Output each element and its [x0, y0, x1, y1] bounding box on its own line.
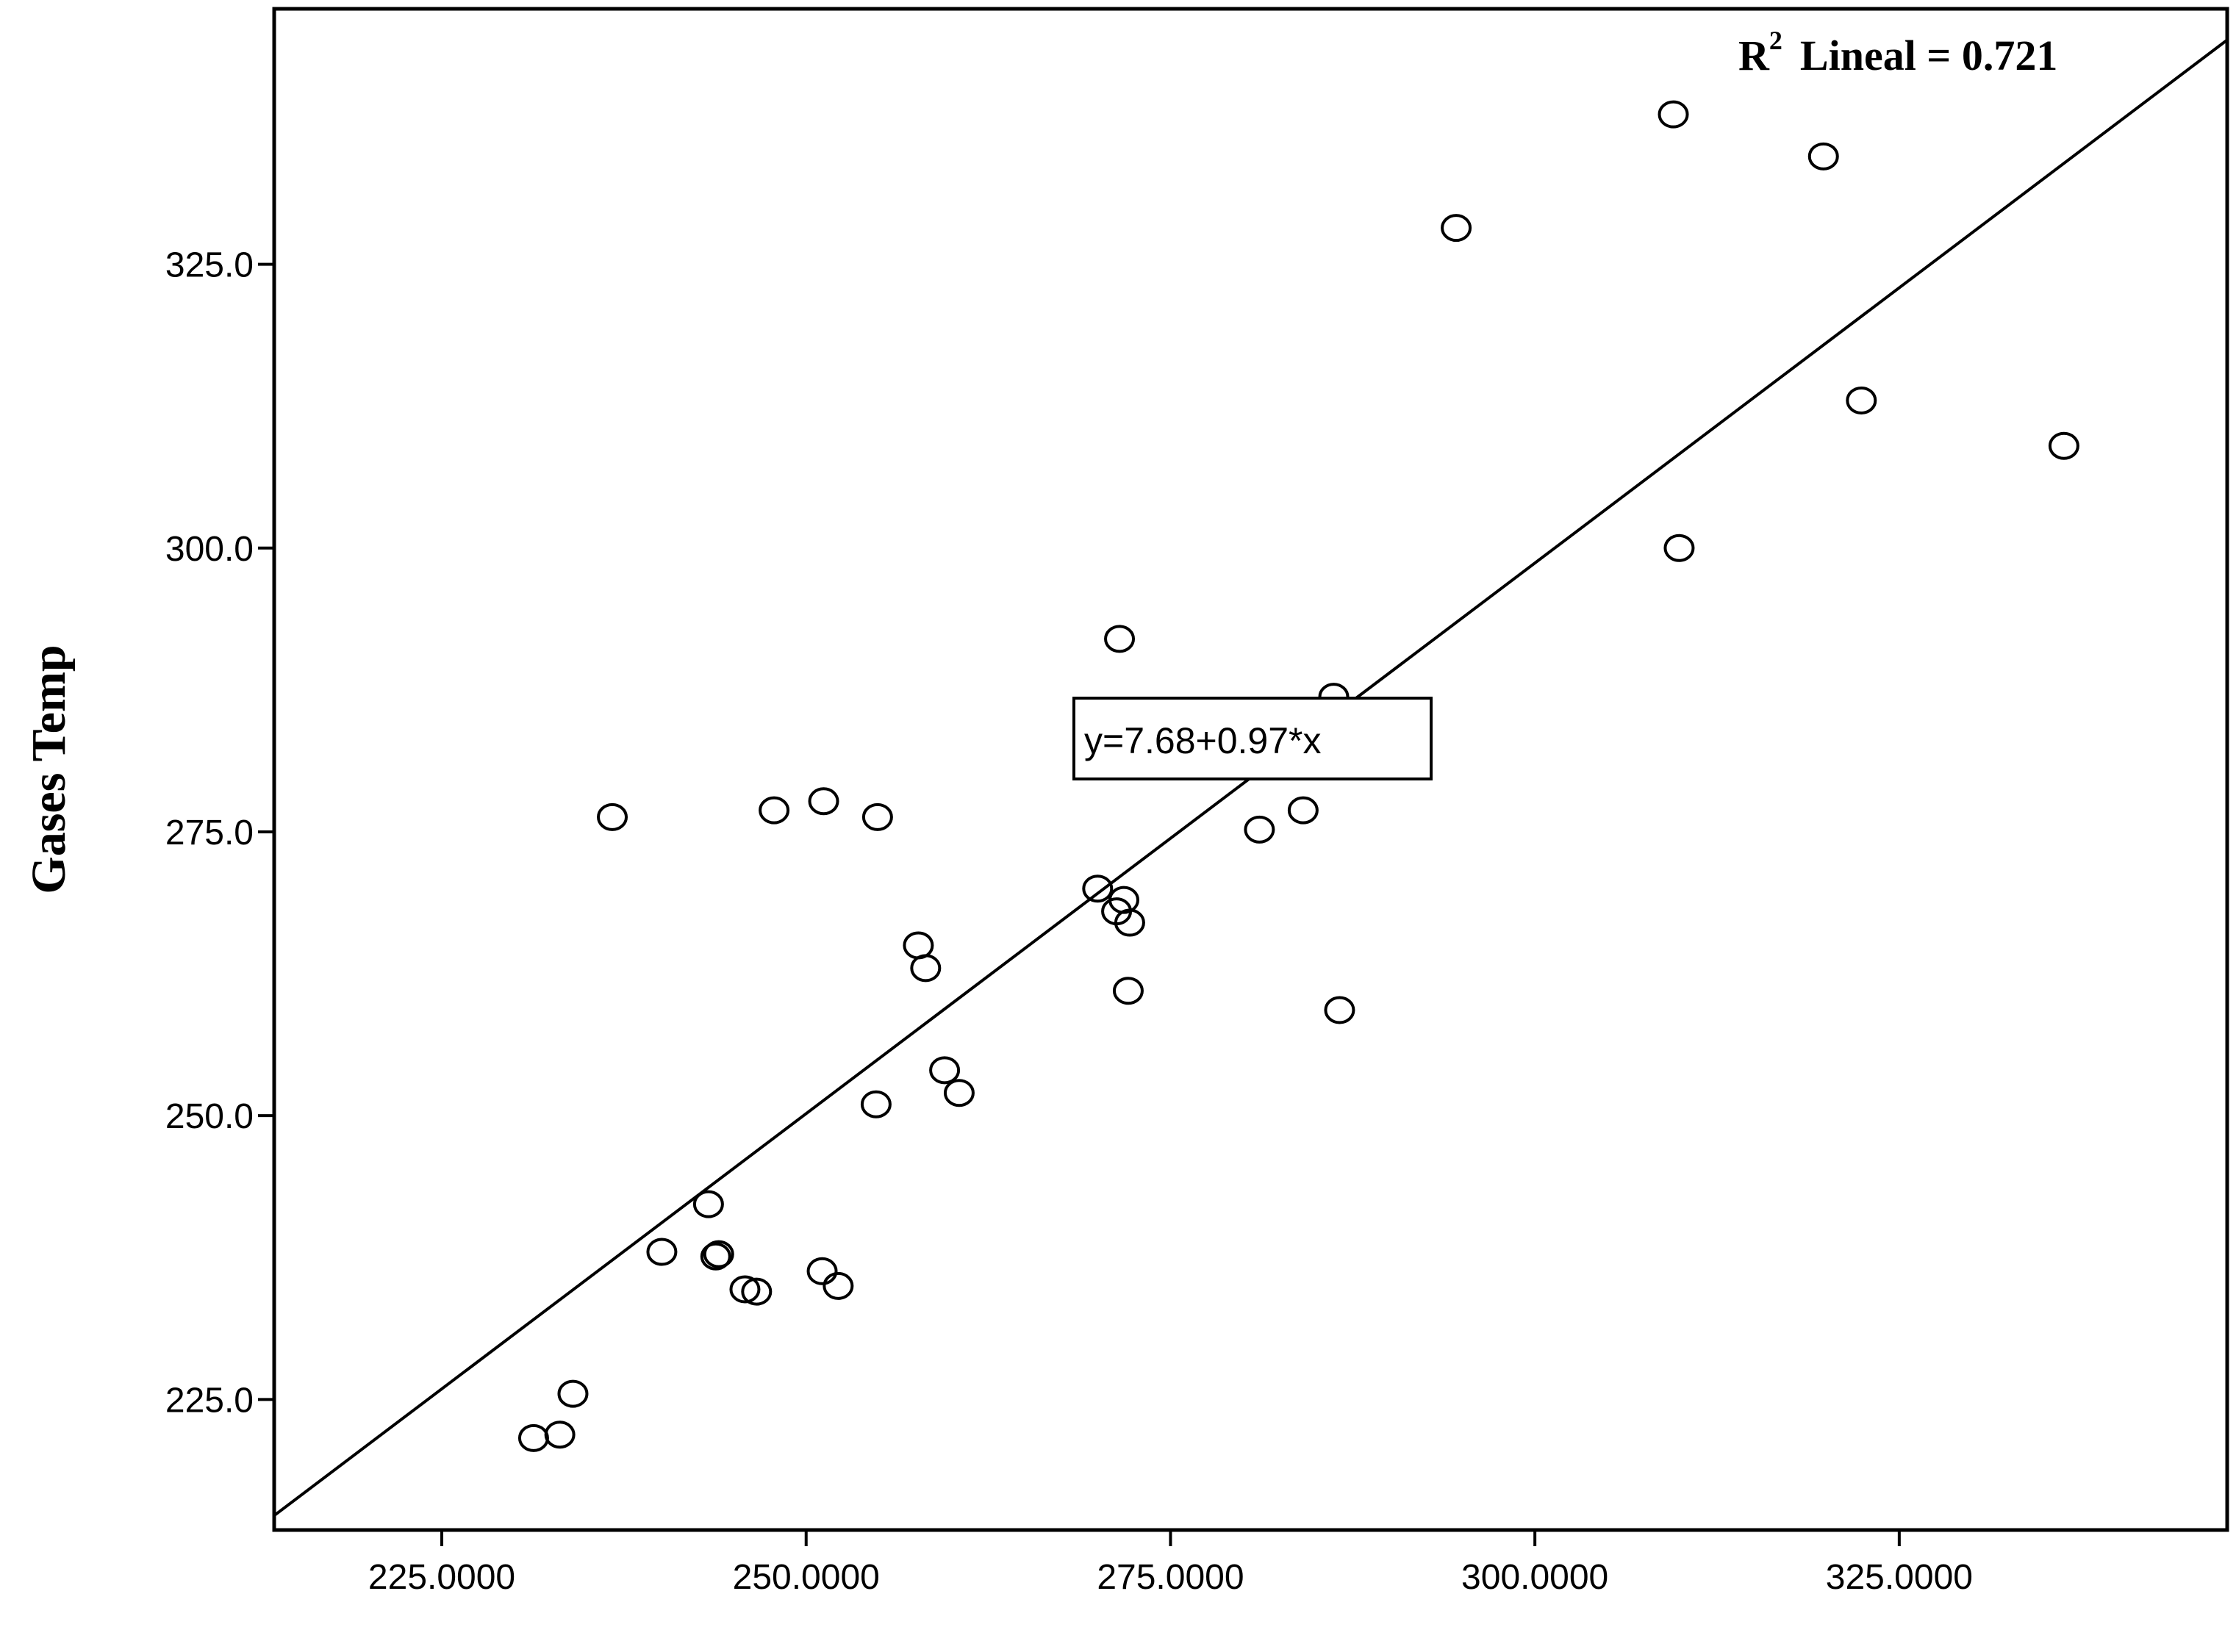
data-point: [1244, 815, 1275, 844]
data-point: [692, 1190, 724, 1218]
x-tick-label: 250.0000: [733, 1558, 880, 1597]
equation-label: y=7.68+0.97*x: [1084, 720, 1322, 761]
data-point: [1663, 534, 1695, 562]
x-tick-label: 300.0000: [1461, 1558, 1608, 1597]
data-points: [517, 100, 2079, 1452]
y-tick-label: 275.0: [165, 814, 254, 852]
r-squared-text: Lineal = 0.721: [1800, 32, 2057, 79]
data-point: [1082, 875, 1114, 903]
x-tick-label: 275.0000: [1097, 1558, 1244, 1597]
data-point: [729, 1275, 761, 1304]
data-point: [2048, 431, 2079, 460]
data-point: [1112, 977, 1144, 1005]
r-squared-superscript: 2: [1769, 26, 1782, 55]
data-point: [646, 1238, 678, 1266]
data-point: [806, 1257, 838, 1285]
data-point: [544, 1421, 576, 1449]
y-axis-title: Gases Temp: [22, 644, 76, 894]
data-point: [910, 954, 942, 983]
data-point: [703, 1240, 734, 1268]
data-point: [1324, 996, 1355, 1024]
data-point: [1104, 625, 1136, 653]
r-squared-prefix: R: [1738, 32, 1770, 79]
data-point: [1846, 386, 1877, 414]
x-tick-label: 325.0000: [1826, 1558, 1973, 1597]
data-point: [860, 1090, 892, 1118]
data-point: [861, 802, 893, 831]
y-tick-label: 300.0: [165, 530, 254, 569]
equation-label-box: y=7.68+0.97*x: [1072, 697, 1433, 780]
data-point: [1287, 796, 1319, 825]
data-point: [1807, 142, 1839, 170]
data-point: [1441, 214, 1472, 243]
data-point: [700, 1242, 731, 1271]
data-point: [1658, 100, 1689, 129]
data-point: [823, 1271, 854, 1300]
x-axis-ticks: 225.0000 250.0000 275.0000 300.0000 325.0000: [368, 1530, 1973, 1597]
data-point: [759, 796, 790, 825]
data-point: [597, 802, 628, 831]
y-tick-label: 225.0: [165, 1381, 254, 1420]
data-point: [929, 1056, 961, 1085]
data-point: [1114, 908, 1145, 937]
y-axis-ticks: 225.0 250.0 275.0 300.0 325.0: [165, 246, 274, 1420]
y-tick-label: 250.0: [165, 1097, 254, 1136]
x-tick-label: 225.0000: [368, 1558, 515, 1597]
data-point: [943, 1079, 975, 1107]
r-squared-label: R2 Lineal = 0.721: [1738, 26, 2057, 79]
data-point: [557, 1379, 589, 1408]
y-tick-label: 325.0: [165, 246, 254, 285]
data-point: [808, 787, 839, 816]
data-point: [741, 1277, 773, 1306]
